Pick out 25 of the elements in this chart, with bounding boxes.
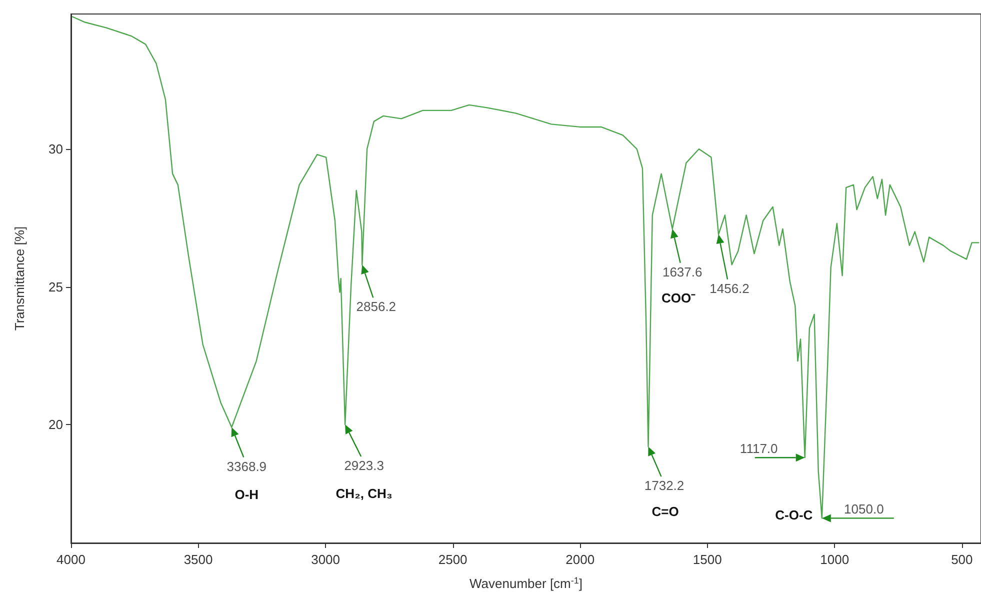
x-tick-label: 2000: [566, 552, 595, 567]
y-tick-label: 25: [48, 279, 63, 294]
y-tick-label: 30: [48, 142, 63, 157]
annotation: C=O: [652, 504, 679, 520]
x-tick-label: 500: [951, 552, 973, 567]
annotation: 3368.9: [226, 458, 267, 474]
annotation: 1050.0: [844, 502, 884, 517]
x-tick-label: 3000: [311, 552, 340, 567]
y-tick-label: 20: [48, 417, 63, 432]
annotation: C-O-C: [775, 508, 814, 523]
annotation: 2923.3: [344, 458, 384, 474]
x-tick-label: 4000: [56, 552, 86, 567]
annotation: 2856.2: [356, 299, 396, 314]
annotation: 1732.2: [644, 478, 684, 494]
annotation: CH₂, CH₃: [336, 486, 392, 502]
annotation: 1117.0: [740, 441, 778, 456]
annotation: O-H: [234, 486, 259, 502]
x-tick-label: 3500: [184, 552, 213, 567]
x-tick-label: 2500: [438, 552, 468, 567]
annotation: 1456.2: [710, 280, 750, 296]
annotation: COO⁻: [662, 290, 696, 306]
y-axis-title: Transmittance [%]: [12, 226, 27, 331]
x-tick-label: 1500: [692, 552, 722, 567]
annotation: 1637.6: [662, 264, 702, 280]
x-tick-label: 1000: [820, 552, 850, 567]
